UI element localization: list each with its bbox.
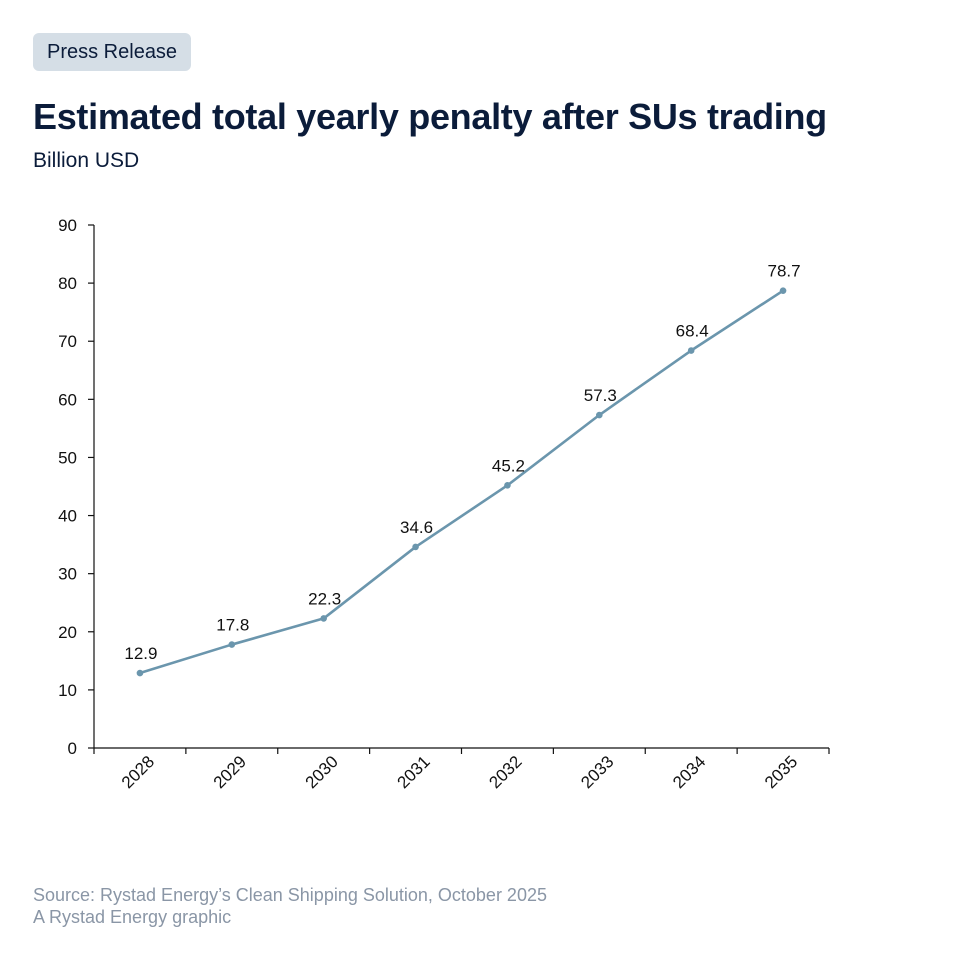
y-tick-label: 20 [58, 623, 77, 642]
data-point [320, 615, 327, 622]
source-note: Source: Rystad Energy’s Clean Shipping S… [33, 885, 547, 905]
data-point [596, 411, 603, 419]
data-point [136, 669, 144, 677]
x-tick-label: 2030 [302, 752, 342, 792]
y-tick-label: 30 [58, 565, 77, 584]
data-label: 17.8 [216, 616, 249, 635]
y-tick-label: 90 [58, 216, 77, 235]
x-tick-label: 2029 [210, 752, 250, 792]
data-point [412, 543, 419, 551]
x-tick-label: 2033 [577, 752, 617, 792]
y-tick-label: 50 [58, 448, 77, 467]
footer: Source: Rystad Energy’s Clean Shipping S… [33, 884, 547, 928]
data-labels: 12.9 17.8 22.3 34.6 45.2 57.3 68.4 78.7 [124, 262, 800, 663]
y-tick-label: 80 [58, 274, 77, 293]
credit-note: A Rystad Energy graphic [33, 907, 232, 927]
series-line [138, 289, 785, 675]
data-label: 78.7 [768, 262, 801, 281]
chart-title: Estimated total yearly penalty after SUs… [33, 96, 827, 137]
y-tick-label: 40 [58, 507, 77, 526]
data-point [687, 347, 695, 354]
data-label: 12.9 [124, 644, 157, 663]
y-tick-label: 0 [68, 739, 77, 758]
x-tick-label: 2035 [761, 752, 801, 792]
x-tick-label: 2032 [485, 752, 525, 792]
data-series [136, 287, 787, 677]
x-tick-label: 2028 [118, 752, 158, 792]
y-axis: 0 10 20 30 40 50 60 70 80 90 [58, 216, 95, 758]
press-release-badge: Press Release [33, 33, 192, 71]
x-tick-label: 2034 [669, 752, 709, 792]
x-axis: 2028 2029 2030 2031 2032 2033 2034 2035 [93, 747, 830, 792]
chart-subtitle: Billion USD [33, 149, 140, 172]
x-tick-label: 2031 [394, 752, 434, 792]
data-point [228, 641, 236, 648]
y-tick-label: 70 [58, 332, 77, 351]
data-label: 22.3 [308, 589, 341, 608]
data-label: 45.2 [492, 456, 525, 475]
data-label: 68.4 [676, 322, 709, 341]
data-point [779, 287, 787, 294]
data-point [504, 482, 511, 489]
data-label: 57.3 [584, 386, 617, 405]
data-label: 34.6 [400, 518, 433, 537]
y-tick-label: 10 [58, 681, 77, 700]
y-tick-label: 60 [58, 390, 77, 409]
